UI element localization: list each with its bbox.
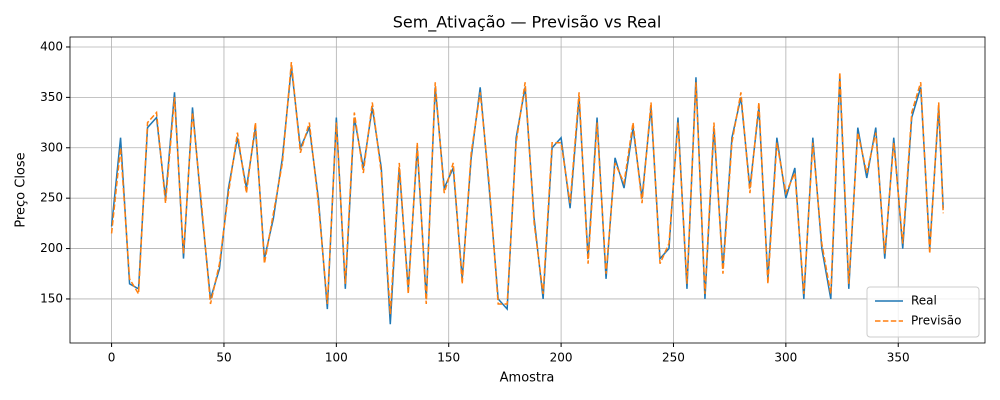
x-tick-label: 200 — [550, 351, 573, 365]
legend-label: Previsão — [911, 314, 961, 328]
x-tick-label: 50 — [216, 351, 231, 365]
x-tick-label: 300 — [774, 351, 797, 365]
legend-box — [866, 286, 980, 338]
chart-title: Sem_Ativação — Previsão vs Real — [393, 13, 662, 33]
series-line — [110, 62, 944, 315]
series-line — [110, 67, 944, 325]
x-tick-label: 0 — [108, 351, 116, 365]
y-tick-label: 300 — [40, 140, 63, 154]
x-tick-label: 150 — [437, 351, 460, 365]
y-tick-label: 400 — [40, 39, 63, 53]
plot-frame — [69, 36, 986, 344]
x-tick-label: 100 — [325, 351, 348, 365]
legend-label: Real — [911, 294, 937, 308]
x-tick-label: 250 — [662, 351, 685, 365]
y-tick-label: 150 — [40, 291, 63, 305]
y-tick-label: 250 — [40, 191, 63, 205]
x-axis-label: Amostra — [500, 371, 555, 386]
y-tick-label: 200 — [40, 241, 63, 255]
y-tick-label: 350 — [40, 90, 63, 104]
x-tick-label: 350 — [887, 351, 910, 365]
y-axis-label: Preço Close — [14, 152, 29, 227]
